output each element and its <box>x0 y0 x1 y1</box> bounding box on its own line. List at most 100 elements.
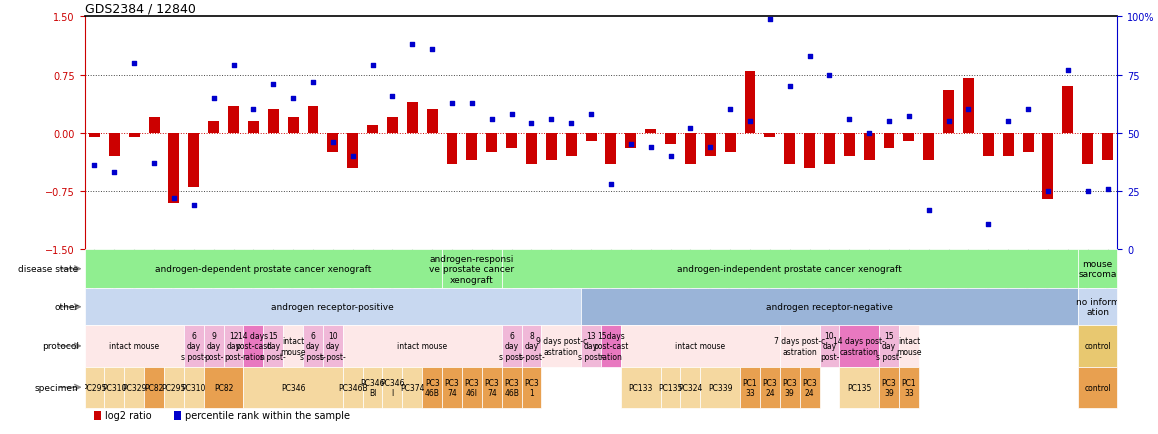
Bar <box>85 367 104 408</box>
Text: PC3
39: PC3 39 <box>783 378 797 397</box>
Text: 15days
post-cast
ration: 15days post-cast ration <box>593 331 629 361</box>
Text: PC346: PC346 <box>281 383 306 392</box>
Bar <box>442 250 501 289</box>
Text: mouse
sarcoma: mouse sarcoma <box>1078 260 1116 279</box>
Bar <box>645 130 657 134</box>
Bar <box>343 367 362 408</box>
Point <box>1039 188 1057 195</box>
Bar <box>287 118 299 134</box>
Point <box>880 118 899 125</box>
Point <box>681 125 699 132</box>
Bar <box>864 134 874 161</box>
Point <box>483 116 501 123</box>
Bar <box>625 134 636 149</box>
Text: PC135: PC135 <box>659 383 683 392</box>
Bar <box>784 134 796 164</box>
Bar <box>621 326 779 367</box>
Point <box>463 100 482 107</box>
Text: PC3
46B: PC3 46B <box>425 378 440 397</box>
Text: percentile rank within the sample: percentile rank within the sample <box>185 410 350 420</box>
Bar <box>764 134 776 137</box>
Bar <box>184 367 204 408</box>
Bar <box>725 134 735 153</box>
Point <box>503 112 521 118</box>
Bar <box>406 102 418 134</box>
Text: PC3
24: PC3 24 <box>802 378 816 397</box>
Bar <box>303 326 323 367</box>
Text: androgen-dependent prostate cancer xenograft: androgen-dependent prostate cancer xenog… <box>155 265 372 273</box>
Text: 6
day
s post-: 6 day s post- <box>181 331 206 361</box>
Point <box>225 62 243 69</box>
Bar <box>243 367 343 408</box>
Bar <box>367 126 378 134</box>
Bar <box>1062 87 1073 134</box>
Text: PC329: PC329 <box>122 383 146 392</box>
Bar <box>506 134 518 149</box>
Bar <box>362 367 382 408</box>
Bar <box>542 326 581 367</box>
Point <box>1058 67 1077 74</box>
Bar <box>267 110 279 134</box>
Bar <box>501 367 521 408</box>
Text: PC1
33: PC1 33 <box>742 378 757 397</box>
Text: 12
day
post-: 12 day post- <box>223 331 243 361</box>
Bar <box>189 134 199 187</box>
Text: androgen-independent prostate cancer xenograft: androgen-independent prostate cancer xen… <box>677 265 902 273</box>
Point <box>442 100 461 107</box>
Text: PC135: PC135 <box>846 383 872 392</box>
Text: PC339: PC339 <box>708 383 733 392</box>
Point <box>761 16 779 23</box>
Point <box>800 53 819 60</box>
Point <box>86 162 104 169</box>
Text: intact mouse: intact mouse <box>397 342 447 351</box>
Point <box>820 72 838 79</box>
Bar <box>248 122 259 134</box>
Bar <box>681 367 701 408</box>
Bar <box>800 367 820 408</box>
Text: androgen receptor-negative: androgen receptor-negative <box>765 302 893 312</box>
Bar <box>963 79 974 134</box>
Bar <box>328 134 338 153</box>
Bar <box>284 326 303 367</box>
Bar <box>168 134 179 203</box>
Bar <box>343 326 501 367</box>
Bar <box>109 134 119 157</box>
Bar <box>104 367 124 408</box>
Point <box>1019 107 1038 114</box>
Text: 15
day
s post-: 15 day s post- <box>261 331 286 361</box>
Point <box>701 144 719 151</box>
Bar <box>243 326 263 367</box>
Point <box>522 121 541 128</box>
Bar <box>899 326 918 367</box>
Bar <box>606 134 616 164</box>
Bar <box>521 326 542 367</box>
Text: control: control <box>1084 383 1111 392</box>
Text: PC310: PC310 <box>182 383 206 392</box>
Bar <box>486 134 497 153</box>
Text: intact mouse: intact mouse <box>675 342 725 351</box>
Point <box>999 118 1018 125</box>
Text: other: other <box>54 302 79 312</box>
Point <box>900 114 918 121</box>
Point <box>1098 186 1116 193</box>
Bar <box>879 326 899 367</box>
Bar <box>820 326 840 367</box>
Text: PC295: PC295 <box>82 383 107 392</box>
Bar <box>174 411 181 420</box>
Bar <box>879 367 899 408</box>
Bar <box>1078 367 1117 408</box>
Bar <box>447 134 457 164</box>
Text: PC346
BI: PC346 BI <box>360 378 384 397</box>
Bar <box>223 326 243 367</box>
Point <box>602 181 621 188</box>
Text: PC3
74: PC3 74 <box>445 378 460 397</box>
Point <box>344 153 362 160</box>
Text: PC1
33: PC1 33 <box>902 378 916 397</box>
Bar <box>521 367 542 408</box>
Point <box>125 60 144 67</box>
Point <box>323 139 342 146</box>
Text: PC3
24: PC3 24 <box>762 378 777 397</box>
Bar <box>705 134 716 157</box>
Bar <box>462 367 482 408</box>
Text: control: control <box>1084 342 1111 351</box>
